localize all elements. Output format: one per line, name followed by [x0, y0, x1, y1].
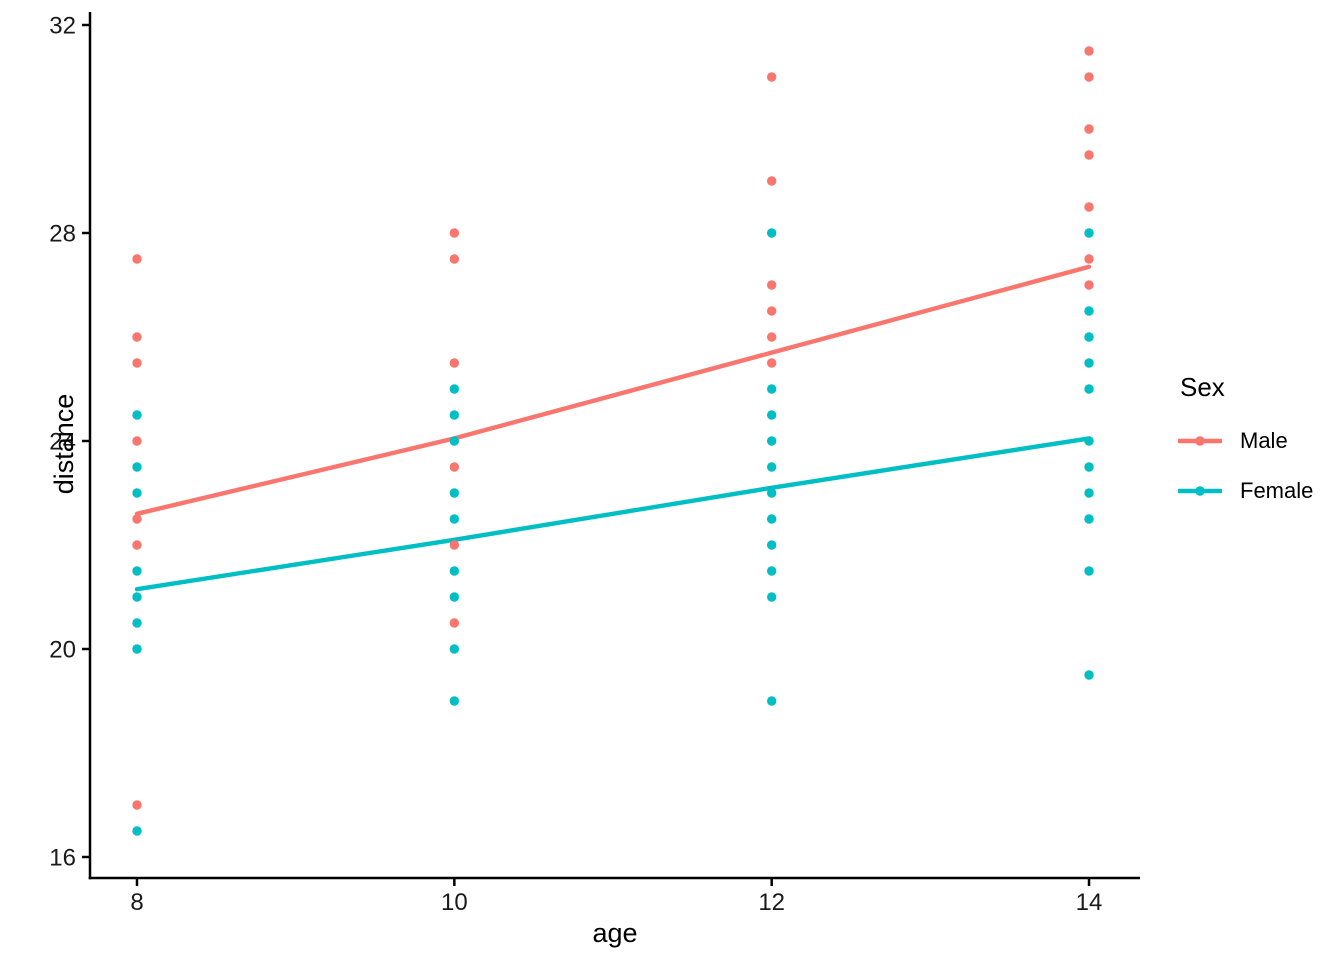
trend-line-female [134, 436, 1092, 592]
legend-entry-male: Male [1178, 428, 1313, 453]
data-point-female [449, 566, 460, 576]
data-point-male [766, 72, 777, 82]
data-point-female [1084, 488, 1094, 498]
data-point-male [132, 332, 142, 342]
data-point-female [766, 410, 777, 420]
data-point-male [449, 462, 460, 472]
data-point-female [766, 696, 777, 706]
data-point-male [1084, 72, 1094, 82]
x-tick-label: 8 [130, 889, 143, 916]
data-point-female [1084, 514, 1094, 524]
data-point-female [449, 410, 460, 420]
data-point-female [766, 566, 777, 576]
data-point-male [1084, 202, 1094, 212]
y-tick-label: 28 [49, 221, 76, 248]
data-point-female [766, 540, 777, 550]
data-point-female [1084, 384, 1094, 394]
data-point-male [449, 228, 460, 238]
legend-label-male: Male [1240, 428, 1288, 453]
y-axis-title: distance [48, 393, 79, 495]
legend-title: Sex [1180, 372, 1225, 402]
data-point-female [766, 228, 777, 238]
data-point-female [1084, 436, 1094, 446]
data-point-male [766, 176, 777, 186]
data-point-female [766, 436, 777, 446]
data-point-male [449, 540, 460, 550]
data-point-female [132, 410, 142, 420]
data-point-female [449, 696, 460, 706]
data-point-male [766, 280, 777, 290]
data-point-female [449, 436, 460, 446]
data-point-female [132, 618, 142, 628]
data-point-male [1084, 150, 1094, 160]
data-point-female [449, 644, 460, 654]
data-point-female [1084, 462, 1094, 472]
y-tick-label: 32 [49, 13, 76, 40]
male-key-point [1195, 436, 1205, 446]
data-point-female [766, 514, 777, 524]
data-point-male [132, 436, 142, 446]
female-key-icon [1178, 486, 1222, 496]
data-point-male [449, 618, 460, 628]
data-point-female [132, 592, 142, 602]
data-point-male [766, 358, 777, 368]
data-point-male [132, 514, 142, 524]
data-point-female [766, 488, 777, 498]
trend-line-male [134, 264, 1092, 516]
x-tick-label: 14 [1076, 889, 1103, 916]
data-point-male [132, 540, 142, 550]
x-tick-label: 10 [441, 889, 468, 916]
data-point-female [132, 566, 142, 576]
data-point-male [1084, 124, 1094, 134]
data-point-female [449, 514, 460, 524]
data-point-female [132, 826, 142, 836]
data-point-female [766, 592, 777, 602]
x-tick-label: 12 [758, 889, 785, 916]
data-point-male [1084, 254, 1094, 264]
data-point-male [132, 358, 142, 368]
data-point-female [1084, 306, 1094, 316]
male-key-icon [1178, 436, 1222, 446]
legend-label-female: Female [1240, 478, 1314, 503]
data-point-female [449, 488, 460, 498]
data-point-female [1084, 332, 1094, 342]
y-tick-label: 24 [49, 429, 76, 456]
data-point-female [449, 592, 460, 602]
female-key-point [1195, 486, 1205, 496]
y-tick-label: 20 [49, 637, 76, 664]
data-point-female [132, 488, 142, 498]
data-point-female [132, 644, 142, 654]
data-point-male [449, 254, 460, 264]
x-axis-title: age [592, 918, 638, 948]
data-point-male [766, 332, 777, 342]
legend: Sex Male Female [1178, 372, 1313, 529]
data-point-male [766, 306, 777, 316]
data-point-female [1084, 670, 1094, 680]
data-point-female [766, 462, 777, 472]
data-point-male [449, 358, 460, 368]
data-point-male [132, 254, 142, 264]
data-point-female [449, 384, 460, 394]
data-point-female [132, 462, 142, 472]
data-point-female [1084, 358, 1094, 368]
y-tick-label: 16 [49, 845, 76, 872]
data-point-female [1084, 228, 1094, 238]
data-point-female [766, 384, 777, 394]
legend-entry-female: Female [1178, 478, 1314, 503]
data-point-male [132, 800, 142, 810]
data-point-female [1084, 566, 1094, 576]
data-point-male [1084, 280, 1094, 290]
data-point-male [1084, 46, 1094, 56]
